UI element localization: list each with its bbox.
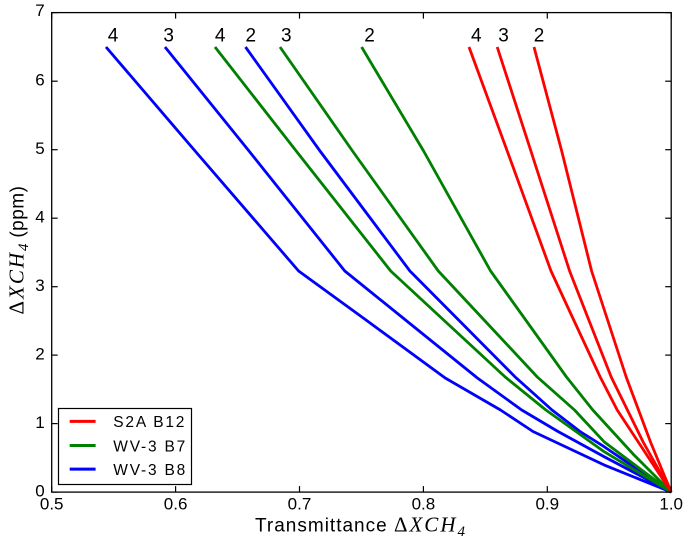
svg-text:6: 6 [35, 71, 44, 90]
svg-text:0.9: 0.9 [535, 495, 559, 514]
svg-text:2: 2 [534, 26, 545, 47]
svg-text:3: 3 [35, 276, 44, 295]
svg-text:4: 4 [215, 26, 226, 47]
svg-text:1.0: 1.0 [659, 495, 683, 514]
svg-text:1: 1 [35, 413, 44, 432]
svg-text:ΔXCH4 (ppm): ΔXCH4 (ppm) [5, 186, 33, 315]
svg-text:4: 4 [35, 208, 44, 227]
svg-text:0.7: 0.7 [288, 495, 312, 514]
svg-text:0.8: 0.8 [412, 495, 436, 514]
svg-text:3: 3 [281, 26, 292, 47]
svg-text:5: 5 [35, 139, 44, 158]
svg-text:2: 2 [246, 26, 257, 47]
svg-text:S2A B12: S2A B12 [113, 414, 186, 431]
svg-text:3: 3 [498, 26, 509, 47]
svg-text:4: 4 [471, 26, 482, 47]
svg-text:7: 7 [35, 1, 44, 20]
svg-text:0.5: 0.5 [40, 495, 64, 514]
svg-text:2: 2 [35, 345, 44, 364]
svg-text:0: 0 [35, 482, 44, 501]
svg-text:2: 2 [364, 26, 375, 47]
svg-text:3: 3 [163, 26, 174, 47]
svg-text:4: 4 [108, 26, 119, 47]
svg-text:WV-3 B7: WV-3 B7 [113, 438, 187, 455]
svg-text:WV-3 B8: WV-3 B8 [113, 462, 187, 479]
svg-text:Transmittance ΔXCH4: Transmittance ΔXCH4 [255, 512, 465, 540]
svg-text:0.6: 0.6 [164, 495, 188, 514]
